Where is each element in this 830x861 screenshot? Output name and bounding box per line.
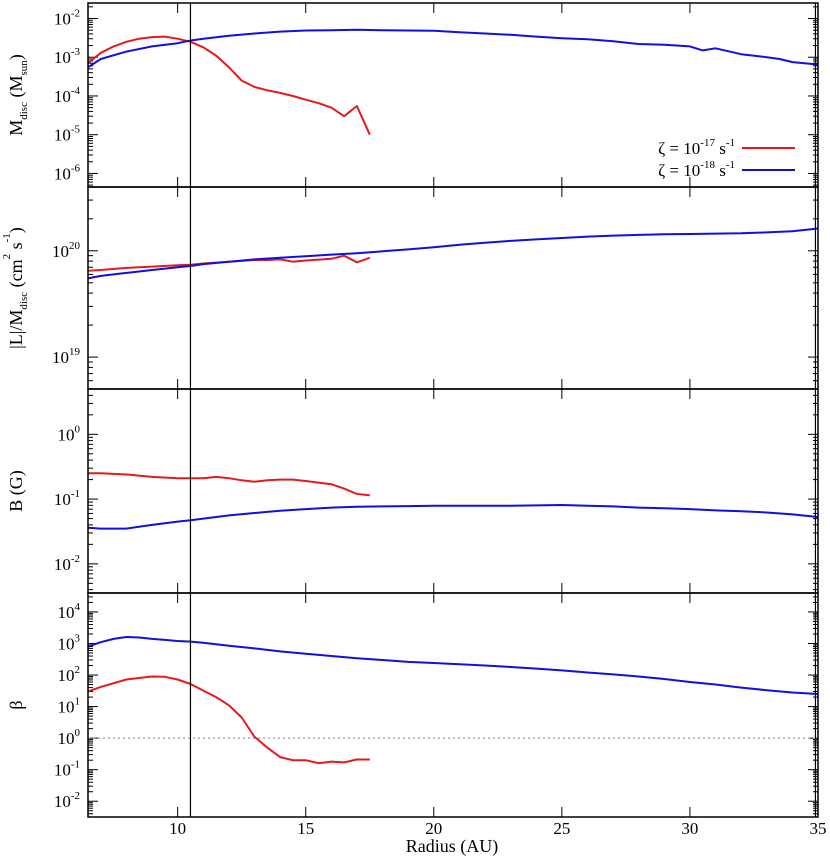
y-tick-label: 1020 bbox=[52, 240, 81, 261]
y-axis-title-mdisc: Mdisc (Msun) bbox=[6, 54, 30, 136]
x-tick-label: 20 bbox=[425, 819, 442, 838]
x-tick-label: 30 bbox=[681, 819, 698, 838]
x-axis-title: Radius (AU) bbox=[406, 836, 499, 857]
panel-beta: 10-2 10-1 100 101 102 103 104 β bbox=[6, 592, 819, 818]
series-line-L-zeta-1e-18 bbox=[87, 227, 819, 280]
y-tick-label: 10-4 bbox=[54, 85, 81, 106]
x-tick-label: 35 bbox=[810, 819, 827, 838]
legend: ζ = 10-17 s-1ζ = 10-18 s-1 bbox=[658, 137, 795, 180]
y-tick-label: 10-1 bbox=[54, 759, 80, 780]
y-tick-label: 101 bbox=[58, 696, 81, 717]
legend-label-1: ζ = 10-18 s-1 bbox=[658, 159, 735, 180]
y-axis-title-B: B (G) bbox=[6, 470, 27, 512]
series-line-beta-zeta-1e-18 bbox=[87, 636, 819, 695]
x-tick-label: 25 bbox=[553, 819, 570, 838]
y-tick-label: 100 bbox=[58, 727, 81, 748]
x-axis: 10 15 20 25 30 35 bbox=[169, 819, 826, 838]
legend-label-0: ζ = 10-17 s-1 bbox=[658, 137, 735, 158]
panel-frame bbox=[87, 388, 819, 594]
y-tick-label: 10-2 bbox=[54, 790, 80, 811]
series-line-beta-zeta-1e-17 bbox=[87, 675, 370, 765]
series-line-B-zeta-1e-18 bbox=[87, 504, 819, 530]
y-axis-title-beta: β bbox=[6, 700, 26, 709]
series-line-B-zeta-1e-17 bbox=[88, 472, 370, 497]
x-tick-label: 10 bbox=[169, 819, 186, 838]
y-tick-label: 10-6 bbox=[54, 162, 81, 183]
y-tick-label: 100 bbox=[58, 423, 81, 444]
panel-L: 1019 1020 |L|/Mdisc (cm2 s-1) bbox=[1, 186, 819, 390]
panel-mdisc: 10-6 10-5 10-4 10-3 10-2 Mdisc (Msun) bbox=[6, 2, 819, 188]
y-tick-label: 10-5 bbox=[54, 124, 81, 145]
series-line-mdisc-zeta-1e-18 bbox=[87, 28, 819, 69]
y-tick-label: 1019 bbox=[52, 346, 81, 367]
panels-layer: 10-6 10-5 10-4 10-3 10-2 Mdisc (Msun) 1019 1020… bbox=[1, 2, 819, 818]
y-tick-label: 10-3 bbox=[54, 46, 81, 67]
y-tick-label: 104 bbox=[58, 601, 81, 622]
panel-frame bbox=[87, 186, 819, 390]
y-tick-label: 10-2 bbox=[54, 7, 80, 28]
y-tick-label: 102 bbox=[58, 664, 81, 685]
series-line-mdisc-zeta-1e-17 bbox=[87, 35, 371, 136]
y-tick-label: 103 bbox=[58, 632, 81, 653]
panel-B: 10-2 10-1 100 B (G) bbox=[6, 388, 819, 594]
y-tick-label: 10-1 bbox=[54, 488, 80, 509]
y-axis-title-L: |L|/Mdisc (cm2 s-1) bbox=[1, 227, 30, 349]
series-line-L-zeta-1e-17 bbox=[87, 254, 371, 272]
panel-frame bbox=[87, 592, 819, 818]
x-tick-label: 15 bbox=[297, 819, 314, 838]
y-tick-label: 10-2 bbox=[54, 553, 80, 574]
